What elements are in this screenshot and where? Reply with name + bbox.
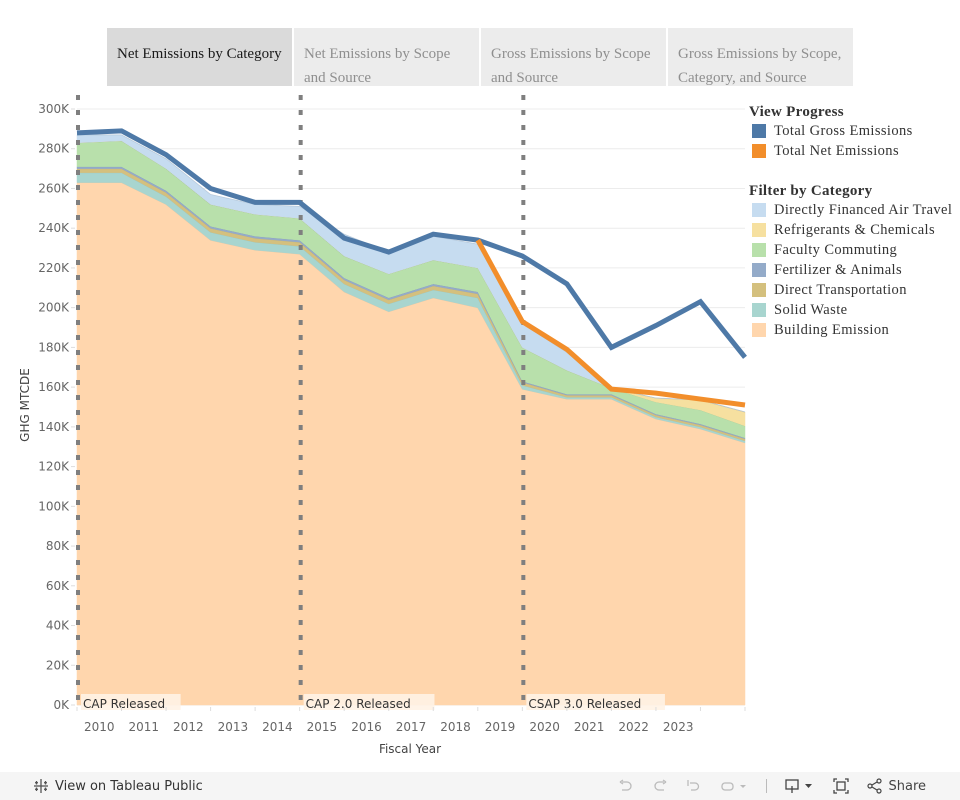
legend-category-title: Filter by Category — [749, 183, 873, 199]
x-tick-label: 2013 — [218, 720, 249, 734]
legend-swatch — [752, 323, 766, 337]
emissions-chart[interactable]: 0K 20K 40K 60K 80K 100K 120K 140K 160K 180K 200K 22… — [0, 95, 750, 765]
y-tick-label: 240K — [38, 221, 70, 235]
y-tick-label: 40K — [46, 619, 70, 633]
legend-label: Building Emission — [774, 322, 890, 338]
legend-item-building[interactable]: Building Emission — [749, 322, 952, 342]
y-tick-label: 200K — [38, 301, 70, 315]
revert-icon[interactable] — [686, 778, 702, 794]
legend-swatch — [752, 203, 766, 217]
fullscreen-icon[interactable] — [833, 778, 850, 794]
x-tick-label: 2015 — [307, 720, 338, 734]
line-total-gross-emissions[interactable] — [76, 128, 747, 359]
legend-item-net[interactable]: Total Net Emissions — [749, 143, 952, 163]
y-tick-label: 280K — [38, 142, 70, 156]
legend-item-solid-waste[interactable]: Solid Waste — [749, 302, 952, 322]
x-tick-label: 2017 — [396, 720, 427, 734]
tab-gross-emissions-by-scope[interactable]: Gross Emissions by Scope and Source — [481, 28, 666, 86]
share-icon — [867, 778, 883, 794]
legend-label: Direct Transportation — [774, 282, 907, 298]
legend-label: Refrigerants & Chemicals — [774, 222, 936, 238]
annotation-bg — [81, 694, 181, 710]
x-axis-title: Fiscal Year — [379, 742, 441, 756]
y-tick-label: 120K — [38, 460, 70, 474]
annotation-bg — [526, 694, 665, 710]
annotation-label: CAP Released — [83, 697, 165, 711]
tab-net-emissions-by-category[interactable]: Net Emissions by Category — [107, 28, 292, 86]
legend-label: Directly Financed Air Travel — [774, 202, 953, 218]
legend-swatch — [752, 263, 766, 277]
legend-swatch — [752, 144, 766, 158]
legend-label: Solid Waste — [774, 302, 848, 318]
y-tick-label: 100K — [38, 499, 70, 513]
legend-item-refrigerants[interactable]: Refrigerants & Chemicals — [749, 222, 952, 242]
view-on-tableau-label: View on Tableau Public — [55, 778, 203, 794]
annotation-label: CAP 2.0 Released — [306, 697, 411, 711]
line-total-net-emissions[interactable] — [475, 238, 746, 408]
refresh-dropdown-icon[interactable] — [720, 778, 748, 794]
y-tick-label: 60K — [46, 579, 70, 593]
legend-label: Fertilizer & Animals — [774, 262, 903, 278]
tab-gross-emissions-by-scope-category[interactable]: Gross Emissions by Scope, Category, and … — [668, 28, 853, 86]
tab-net-emissions-by-scope[interactable]: Net Emissions by Scope and Source — [294, 28, 479, 86]
annotation-label: CSAP 3.0 Released — [528, 697, 641, 711]
undo-icon[interactable] — [618, 778, 634, 794]
legend-progress-title: View Progress — [749, 104, 844, 120]
x-tick-label: 2020 — [529, 720, 560, 734]
legend-item-air-travel[interactable]: Directly Financed Air Travel — [749, 202, 952, 222]
redo-icon[interactable] — [652, 778, 668, 794]
x-tick-label: 2021 — [574, 720, 605, 734]
y-tick-label: 220K — [38, 261, 70, 275]
y-tick-label: 300K — [38, 102, 70, 116]
divider — [766, 779, 768, 793]
tableau-toolbar: View on Tableau Public Share — [0, 772, 960, 800]
legend-swatch — [752, 303, 766, 317]
legend-swatch — [752, 124, 766, 138]
download-dropdown-icon[interactable] — [785, 778, 815, 794]
legend-item-fertilizer[interactable]: Fertilizer & Animals — [749, 262, 952, 282]
legend-swatch — [752, 283, 766, 297]
legend-item-transportation[interactable]: Direct Transportation — [749, 282, 952, 302]
legend: View Progress Total Gross Emissions Tota… — [749, 104, 952, 342]
y-tick-label: 0K — [53, 698, 70, 712]
y-tick-label: 160K — [38, 380, 70, 394]
x-tick-label: 2022 — [618, 720, 649, 734]
tableau-logo-icon — [33, 778, 49, 794]
y-tick-label: 20K — [46, 658, 70, 672]
x-tick-label: 2010 — [84, 720, 115, 734]
legend-label: Faculty Commuting — [774, 242, 898, 258]
legend-label: Total Gross Emissions — [774, 123, 913, 139]
x-tick-label: 2019 — [485, 720, 516, 734]
annotation-bg — [303, 694, 435, 710]
legend-item-commuting[interactable]: Faculty Commuting — [749, 242, 952, 262]
y-tick-label: 180K — [38, 340, 70, 354]
legend-swatch — [752, 243, 766, 257]
x-tick-label: 2014 — [262, 720, 293, 734]
x-tick-label: 2012 — [173, 720, 204, 734]
share-label: Share — [888, 778, 926, 794]
view-on-tableau-link[interactable]: View on Tableau Public — [33, 778, 203, 794]
y-tick-label: 140K — [38, 420, 70, 434]
x-tick-label: 2016 — [351, 720, 382, 734]
share-button[interactable]: Share — [867, 778, 926, 794]
dashboard-tabs: Net Emissions by Category Net Emissions … — [107, 28, 853, 86]
y-axis-title: GHG MTCDE — [18, 368, 32, 442]
y-tick-label: 260K — [38, 181, 70, 195]
legend-swatch — [752, 223, 766, 237]
x-tick-label: 2023 — [663, 720, 694, 734]
legend-label: Total Net Emissions — [774, 143, 899, 159]
legend-item-gross[interactable]: Total Gross Emissions — [749, 123, 952, 143]
x-tick-label: 2011 — [129, 720, 160, 734]
y-tick-label: 80K — [46, 539, 70, 553]
x-tick-label: 2018 — [440, 720, 471, 734]
